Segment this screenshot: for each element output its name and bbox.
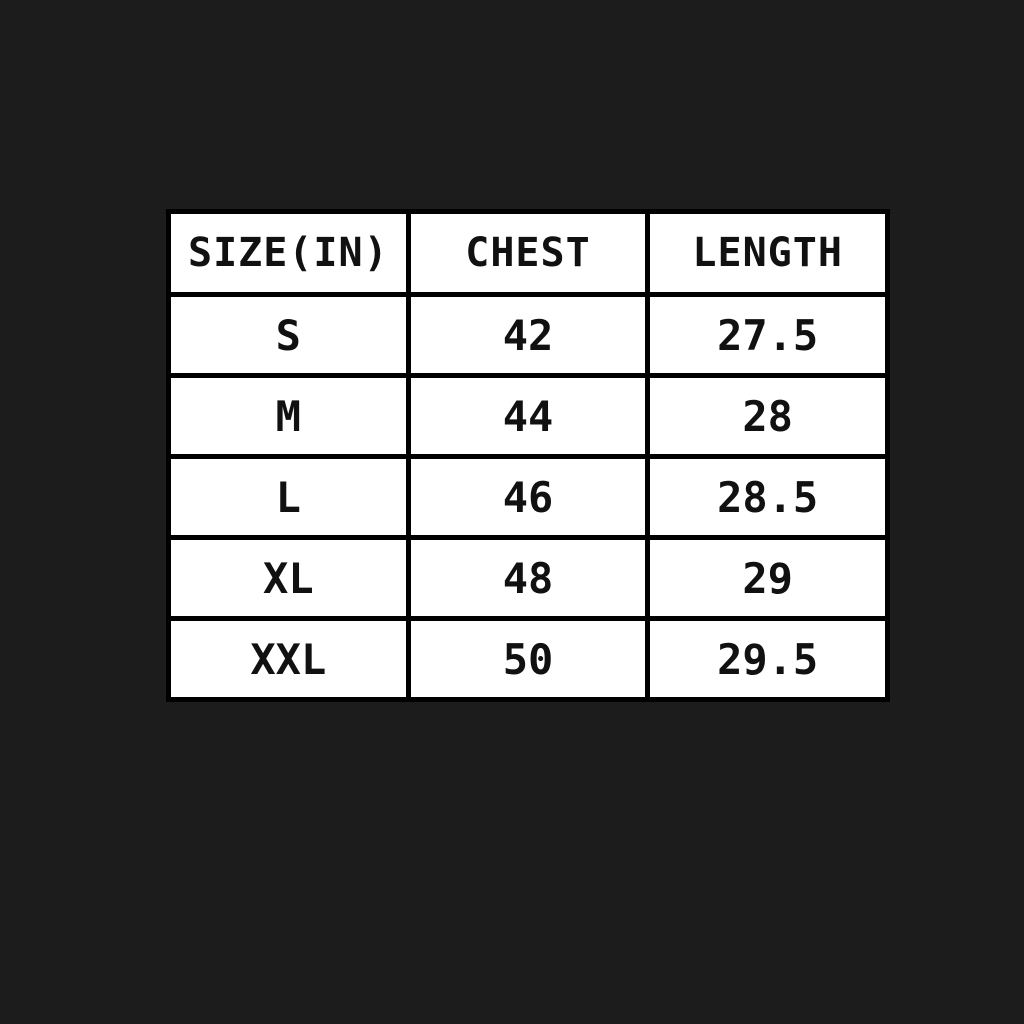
table-cell: 29 <box>645 535 890 621</box>
table-row: S 42 27.5 <box>166 292 890 378</box>
table-cell: M <box>166 373 411 459</box>
table-cell: 44 <box>405 373 651 459</box>
table-cell: 46 <box>405 454 651 540</box>
table-cell: 28 <box>645 373 890 459</box>
table-cell: 42 <box>405 292 651 378</box>
table-cell: 50 <box>405 616 651 702</box>
header-cell: CHEST <box>405 209 651 297</box>
header-row: SIZE(IN) CHEST LENGTH <box>166 209 890 297</box>
header-cell: SIZE(IN) <box>166 209 411 297</box>
size-chart-table: SIZE(IN) CHEST LENGTH S 42 27.5 M 44 28 L 46 28.5 X… <box>166 209 890 702</box>
header-cell: LENGTH <box>645 209 890 297</box>
table-cell: 28.5 <box>645 454 890 540</box>
table-cell: XXL <box>166 616 411 702</box>
table-cell: 27.5 <box>645 292 890 378</box>
table-row: XXL 50 29.5 <box>166 616 890 702</box>
table-cell: S <box>166 292 411 378</box>
table-cell: L <box>166 454 411 540</box>
table-row: L 46 28.5 <box>166 454 890 540</box>
table-cell: 48 <box>405 535 651 621</box>
table-header: SIZE(IN) CHEST LENGTH <box>166 209 890 297</box>
table-row: XL 48 29 <box>166 535 890 621</box>
table-cell: XL <box>166 535 411 621</box>
table-body: S 42 27.5 M 44 28 L 46 28.5 XL 48 29 XXL 50 29.5 <box>166 292 890 702</box>
table-row: M 44 28 <box>166 373 890 459</box>
table-cell: 29.5 <box>645 616 890 702</box>
